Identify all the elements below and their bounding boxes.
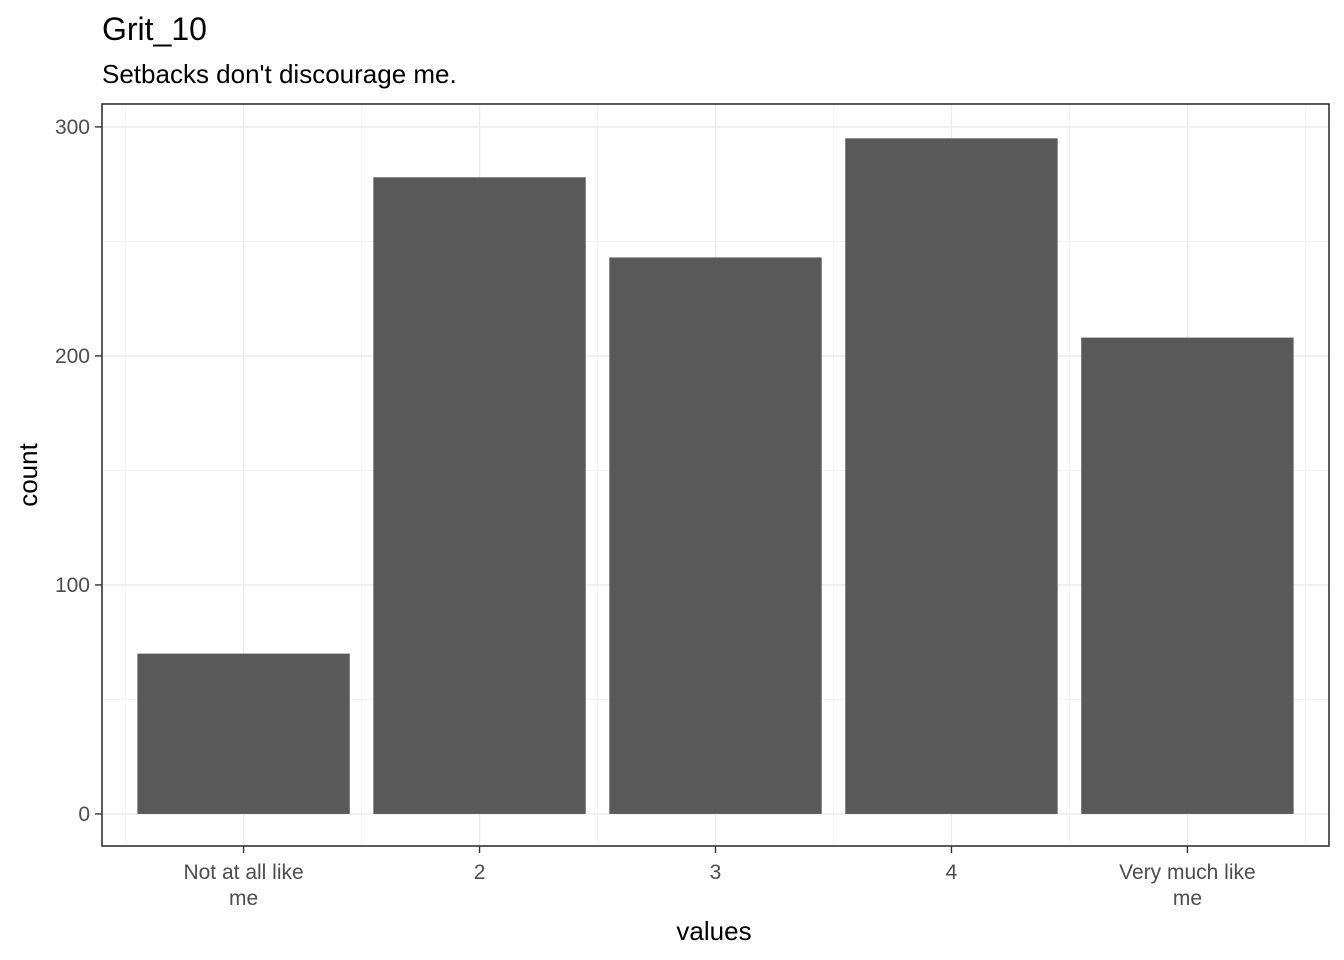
bars xyxy=(137,138,1294,814)
chart-subtitle: Setbacks don't discourage me. xyxy=(102,59,457,89)
x-tick-label: Very much like me xyxy=(1119,861,1256,910)
x-axis-title: values xyxy=(676,916,751,946)
bar xyxy=(845,138,1058,814)
y-axis-title: count xyxy=(13,442,43,506)
y-tick-label: 200 xyxy=(55,345,90,368)
bar xyxy=(373,177,586,814)
chart-title: Grit_10 xyxy=(102,11,207,47)
y-tick-label: 0 xyxy=(78,803,90,826)
x-tick-label: 3 xyxy=(710,861,722,884)
bar xyxy=(1081,337,1294,814)
x-tick-label: Not at all like me xyxy=(183,861,303,910)
x-tick-label: 4 xyxy=(946,861,958,884)
y-tick-label: 100 xyxy=(55,574,90,597)
x-tick-label: 2 xyxy=(474,861,486,884)
bar xyxy=(137,653,350,814)
y-tick-label: 300 xyxy=(55,116,90,139)
axes: 0 100 200 300 Not at all like me 2 3 4 Very much … xyxy=(55,116,1256,910)
bar xyxy=(609,257,822,814)
